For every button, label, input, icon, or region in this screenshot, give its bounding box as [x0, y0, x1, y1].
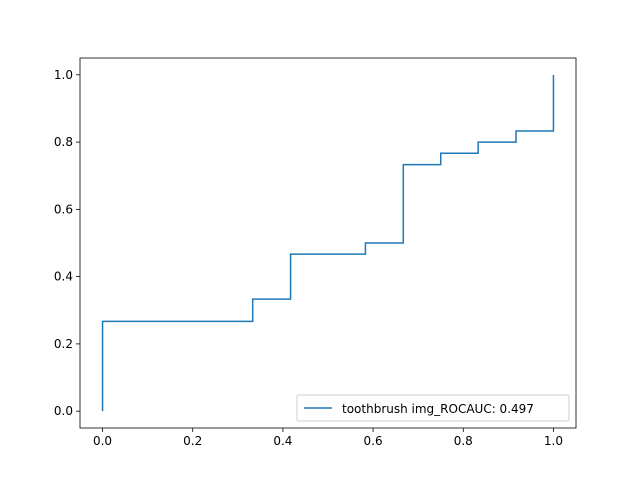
x-tick-label-0: 0.0 — [93, 434, 112, 448]
legend-frame — [296, 394, 570, 422]
legend-label: toothbrush img_ROCAUC: 0.497 — [342, 402, 534, 416]
x-tick-label-2: 0.4 — [273, 434, 292, 448]
x-tick-label-4: 0.8 — [454, 434, 473, 448]
y-tick-label-5: 1.0 — [54, 68, 73, 82]
y-tick-label-1: 0.2 — [54, 337, 73, 351]
y-tick-label-3: 0.6 — [54, 202, 73, 216]
series-layer — [101, 74, 555, 412]
x-tick-label-1: 0.2 — [183, 434, 202, 448]
ticks-layer: 0.0 0.2 0.4 0.6 0.8 1.0 0.0 0.2 0.4 0.6 0.8 1.0 — [54, 68, 563, 448]
series-line-0 — [101, 74, 555, 412]
y-tick-label-2: 0.4 — [54, 270, 73, 284]
y-tick-label-4: 0.8 — [54, 135, 73, 149]
plot-area — [80, 58, 576, 428]
axes-layer — [79, 57, 577, 429]
x-tick-label-5: 1.0 — [544, 434, 563, 448]
axes-frame — [79, 57, 577, 429]
y-tick-label-0: 0.0 — [54, 404, 73, 418]
x-tick-label-3: 0.6 — [364, 434, 383, 448]
legend: toothbrush img_ROCAUC: 0.497 — [296, 394, 570, 422]
